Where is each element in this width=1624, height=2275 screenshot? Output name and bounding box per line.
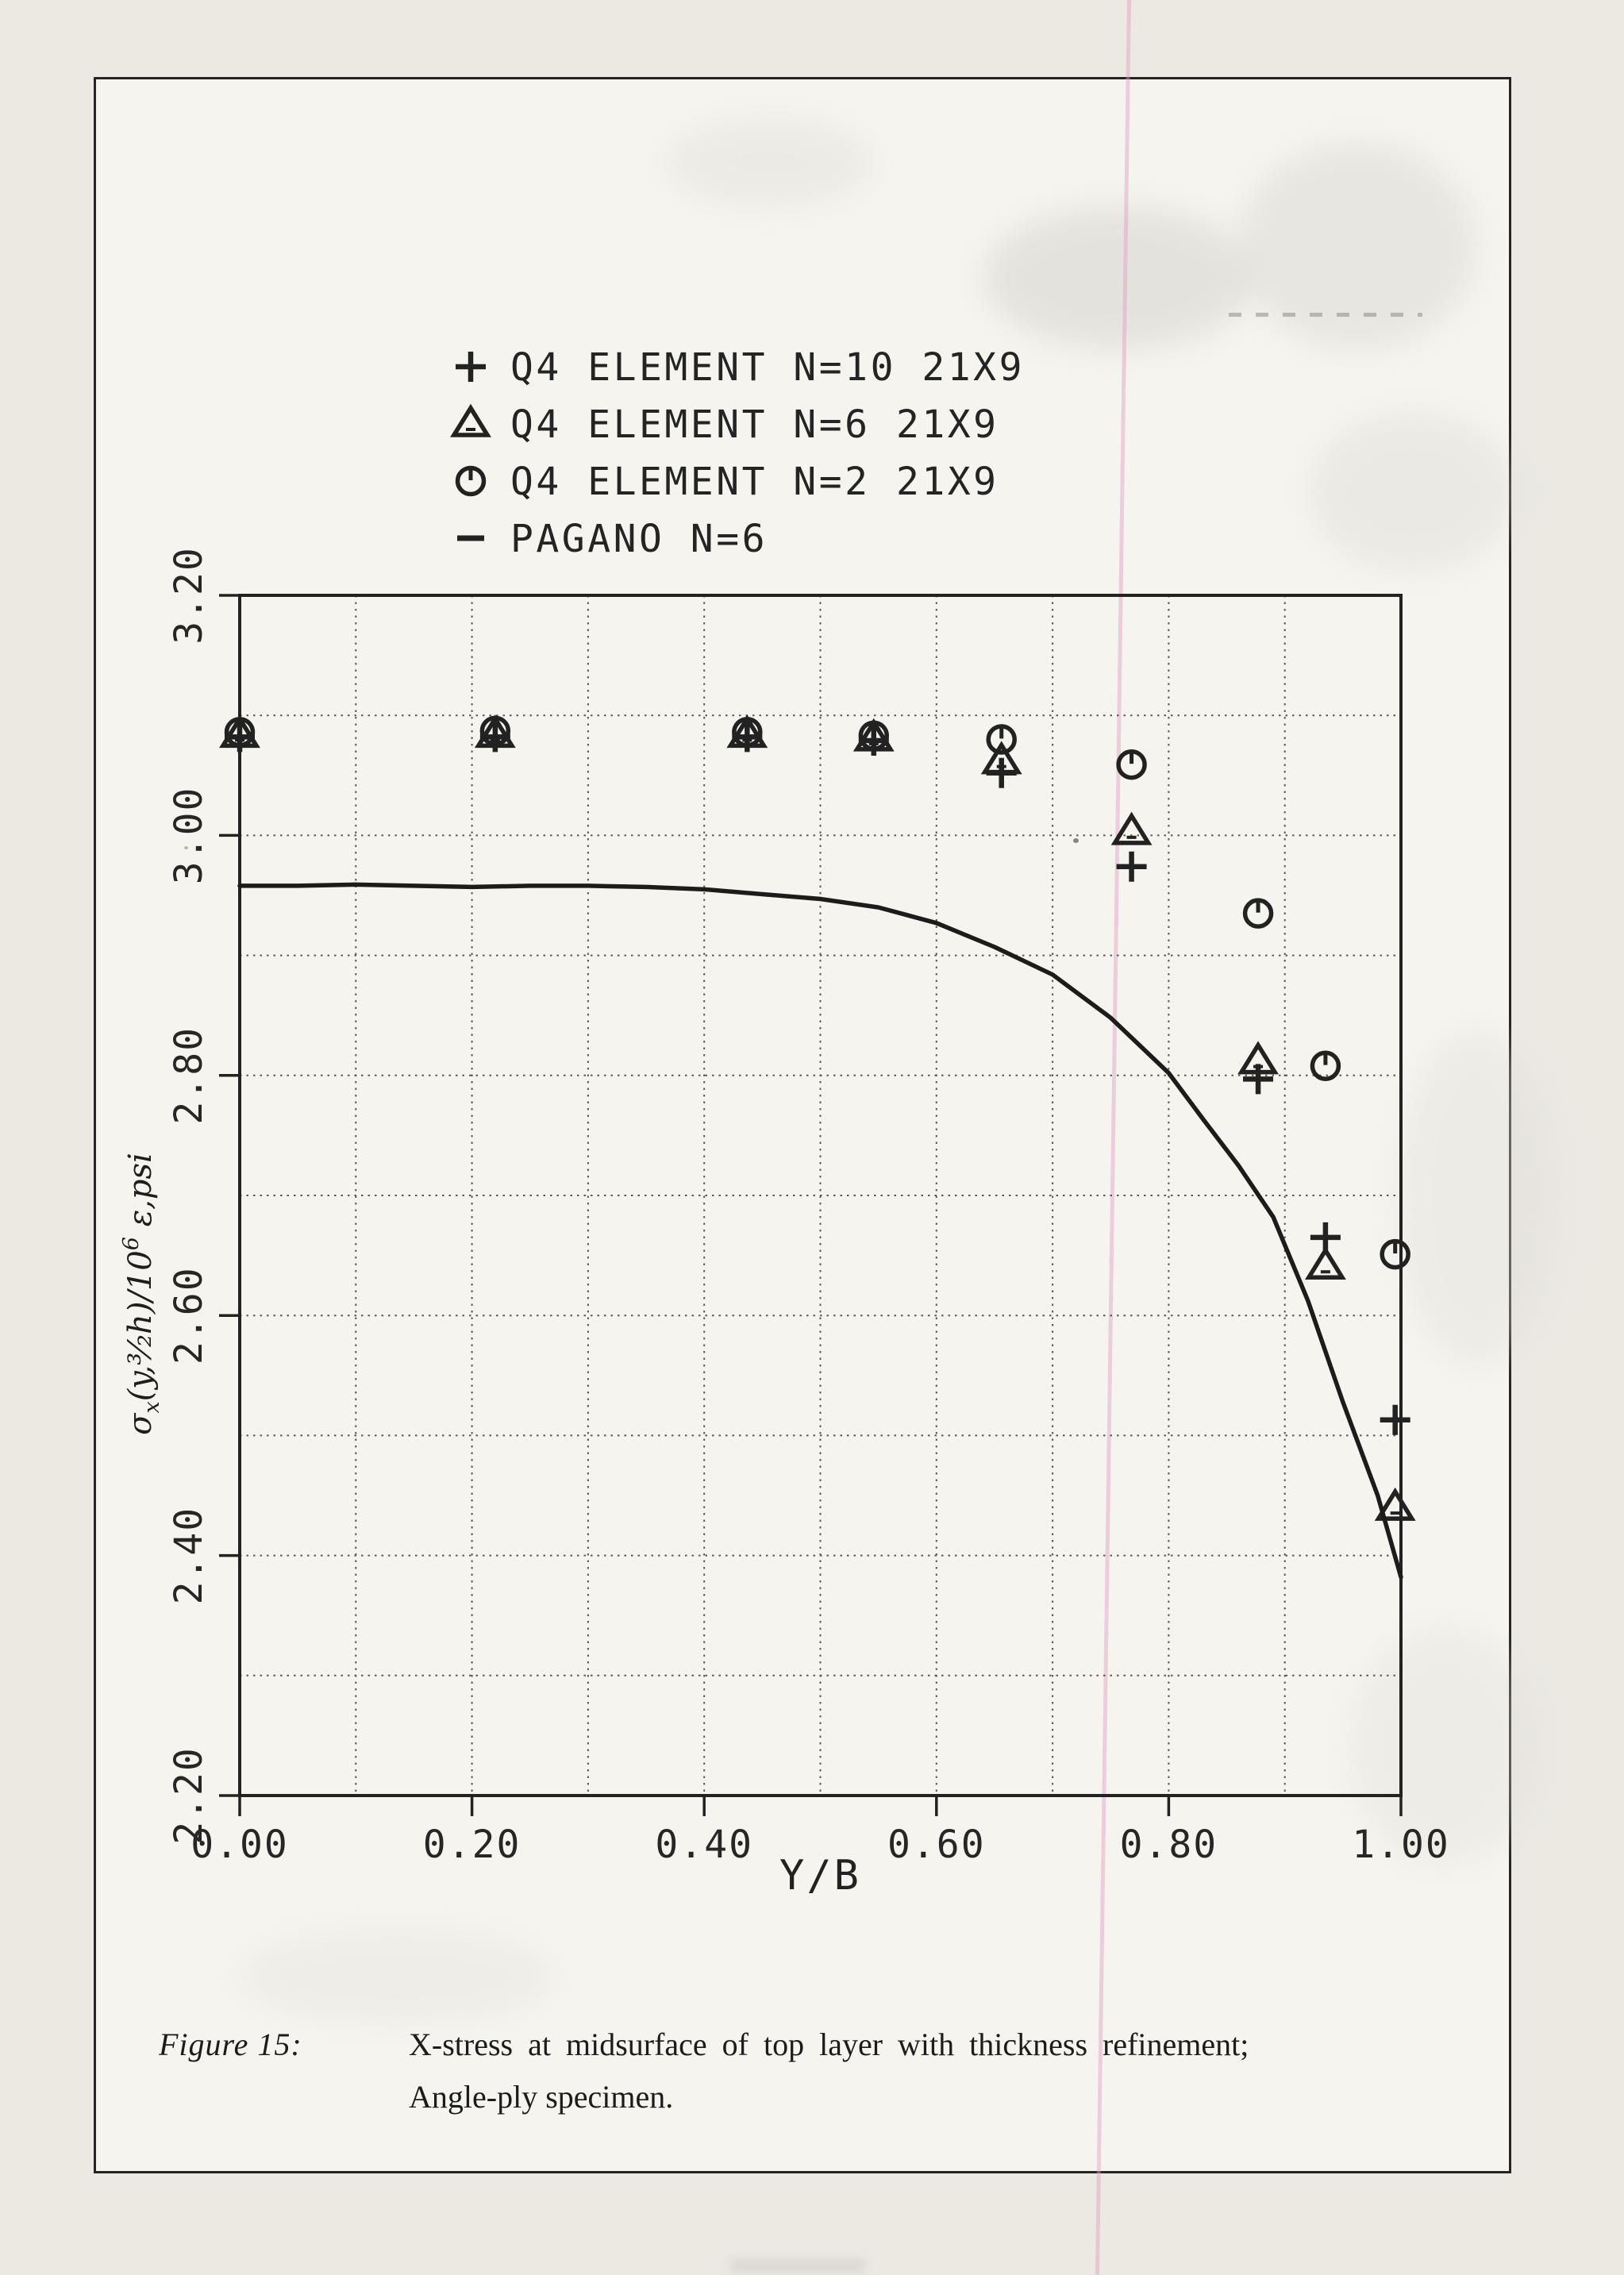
series-pagano-n-6	[237, 882, 1403, 1580]
x-axis: 0.00 0.20 0.40 0.60 0.80 1.00	[190, 1796, 1450, 1867]
legend-label: Q4 ELEMENT N=6 21X9	[510, 402, 999, 447]
x-tick-label: 0.00	[190, 1823, 289, 1867]
y-tick-label: 2.60	[167, 1266, 211, 1365]
scan-speck	[184, 846, 188, 849]
y-tick-label: 3.20	[167, 546, 211, 645]
plot-grid	[240, 595, 1401, 1796]
plot-border	[238, 594, 1403, 1797]
x-tick-label: 0.40	[655, 1823, 753, 1867]
x-tick-label: 1.00	[1352, 1823, 1450, 1867]
figure-frame	[94, 77, 1511, 2173]
figure-caption-label: Figure 15:	[159, 2027, 302, 2062]
scan-noise-blob	[238, 1929, 556, 2024]
scan-noise-blob	[667, 119, 873, 206]
y-tick-label: 2.80	[167, 1026, 211, 1125]
figure-caption-line2: Angle-ply specimen.	[409, 2079, 674, 2115]
scan-speck	[1073, 838, 1079, 843]
legend: Q4 ELEMENT N=10 21X9 Q4 ELEMENT N=6 21X9 Q…	[450, 345, 1025, 561]
scan-smudge	[730, 2259, 865, 2272]
y-tick-label: 3.00	[167, 787, 211, 885]
figure-caption-line1: X-stress at midsurface of top layer with…	[409, 2027, 1249, 2062]
scan-noise-blob	[1349, 1627, 1540, 1865]
series-q4-element-n-2-21x9	[224, 715, 1410, 1270]
x-tick-label: 0.60	[887, 1823, 986, 1867]
x-tick-label: 0.80	[1120, 1823, 1218, 1867]
y-tick-label: 2.40	[167, 1507, 211, 1605]
y-axis: 2.20 2.40 2.60 2.80 3.00 3.20	[167, 546, 240, 1845]
legend-label: Q4 ELEMENT N=10 21X9	[510, 345, 1025, 390]
y-axis-title: σx(y,³⁄₂h)/106 ε,psi	[119, 1153, 164, 1435]
scan-noise-blob	[1238, 143, 1476, 349]
x-axis-title: Y/B	[779, 1852, 861, 1900]
scan-noise-blob	[984, 206, 1254, 349]
series-q4-element-n-6-21x9	[219, 714, 1416, 1521]
scan-noise-blob	[1310, 413, 1516, 572]
y-tick-label: 2.20	[167, 1746, 211, 1845]
scan-noise-blob	[1397, 1032, 1556, 1365]
series-q4-element-n-10-21x9	[225, 722, 1410, 1435]
x-tick-label: 0.20	[423, 1823, 521, 1867]
legend-label: PAGANO N=6	[510, 517, 768, 561]
scan-artifact-dashes	[1229, 313, 1422, 317]
legend-label: Q4 ELEMENT N=2 21X9	[510, 460, 999, 504]
